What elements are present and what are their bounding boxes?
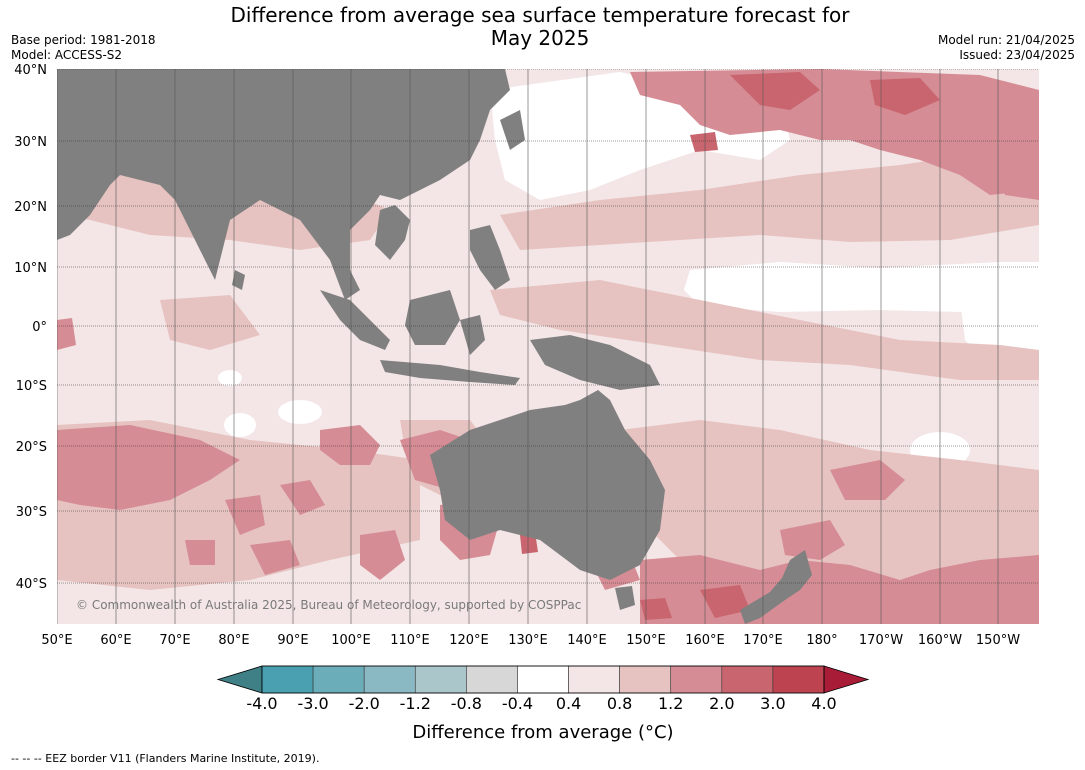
colorbar-tick-label: 2.0 — [709, 694, 734, 713]
colorbar-swatch — [721, 665, 774, 694]
colorbar: -4.0 -3.0 -2.0 -1.2 -0.8 -0.4 0.4 0.8 1.2 2.0 3.0 4… — [216, 665, 870, 743]
colorbar-swatches — [216, 665, 870, 694]
lat-label-30s: 30°S — [16, 505, 47, 520]
meta-left: Base period: 1981-2018 Model: ACCESS-S2 — [11, 33, 156, 63]
map-title: Difference from average sea surface temp… — [220, 4, 860, 50]
base-period: Base period: 1981-2018 — [11, 33, 156, 47]
title-line-1: Difference from average sea surface temp… — [230, 3, 850, 27]
tasmania — [615, 586, 635, 610]
lon-label-150w: 150°W — [976, 633, 1020, 648]
colorbar-extend-low — [216, 665, 263, 694]
indochina — [375, 205, 410, 260]
lat-label-20s: 20°S — [16, 440, 47, 455]
anomaly-fill — [57, 69, 1039, 624]
colorbar-title: Difference from average (°C) — [412, 722, 673, 743]
colorbar-tick-label: -2.0 — [349, 694, 380, 713]
lon-label-180: 180° — [806, 633, 837, 648]
lat-label-40s: 40°S — [16, 577, 47, 592]
lat-label-30n: 30°N — [14, 135, 47, 150]
lon-label-170w: 170°W — [859, 633, 903, 648]
colorbar-swatch — [312, 665, 365, 694]
copyright-text: © Commonwealth of Australia 2025, Bureau… — [76, 598, 581, 612]
borneo — [405, 290, 460, 345]
lon-label-80e: 80°E — [218, 633, 249, 648]
eez-footnote: -- -- -- EEZ border V11 (Flanders Marine… — [11, 752, 320, 765]
issued-date: Issued: 23/04/2025 — [959, 48, 1075, 62]
lon-label-140e: 140°E — [567, 633, 607, 648]
lon-label-160e: 160°E — [685, 633, 725, 648]
new-zealand — [740, 550, 812, 624]
colorbar-tick-label: 0.8 — [607, 694, 632, 713]
longitude-labels: 50°E 60°E 70°E 80°E 90°E 100°E 110°E 120… — [41, 633, 1020, 648]
lat-label-10n: 10°N — [14, 261, 47, 276]
colorbar-swatch — [414, 665, 467, 694]
colorbar-ticks: -4.0 -3.0 -2.0 -1.2 -0.8 -0.4 0.4 0.8 1.2 2.0 3.0 4… — [246, 694, 836, 713]
colorbar-tick-label: -1.2 — [400, 694, 431, 713]
asia-landmass — [57, 69, 510, 300]
lon-label-70e: 70°E — [159, 633, 190, 648]
colorbar-tick-label: 4.0 — [811, 694, 836, 713]
colorbar-tick-label: -3.0 — [297, 694, 328, 713]
lat-label-10s: 10°S — [16, 379, 47, 394]
sulawesi — [460, 315, 485, 355]
new-guinea — [530, 335, 660, 390]
colorbar-swatch — [568, 665, 620, 694]
lon-label-50e: 50°E — [41, 633, 72, 648]
taiwan — [500, 110, 525, 150]
lat-label-0: 0° — [32, 320, 47, 335]
colorbar-tick-label: 0.4 — [556, 694, 581, 713]
land-masses — [57, 69, 812, 624]
java-nusa-tenggara — [380, 360, 520, 385]
map-area: © Commonwealth of Australia 2025, Bureau… — [57, 69, 1039, 624]
latitude-labels: 40°N 30°N 20°N 10°N 0° 10°S 20°S 30°S 40… — [14, 63, 47, 592]
colorbar-swatch — [466, 665, 518, 694]
colorbar-tick-label: -4.0 — [246, 694, 277, 713]
colorbar-tick-label: -0.4 — [502, 694, 533, 713]
lon-label-110e: 110°E — [390, 633, 430, 648]
australia — [430, 390, 665, 580]
lon-label-130e: 130°E — [508, 633, 548, 648]
colorbar-extend-high — [823, 665, 870, 694]
colorbar-tick-label: 3.0 — [760, 694, 785, 713]
lon-label-60e: 60°E — [100, 633, 131, 648]
model-name: Model: ACCESS-S2 — [11, 48, 123, 62]
lat-label-40n: 40°N — [14, 63, 47, 78]
title-line-2: May 2025 — [490, 26, 590, 50]
colorbar-swatch — [670, 665, 723, 694]
graticule — [57, 69, 1039, 584]
sri-lanka — [232, 270, 245, 290]
sumatra — [320, 290, 390, 350]
colorbar-swatch — [619, 665, 672, 694]
meta-right: Model run: 21/04/2025 Issued: 23/04/2025 — [938, 33, 1075, 63]
colorbar-tick-label: -0.8 — [451, 694, 482, 713]
lon-label-100e: 100°E — [331, 633, 371, 648]
colorbar-outline — [261, 665, 825, 694]
lon-label-160w: 160°W — [918, 633, 962, 648]
lon-label-120e: 120°E — [449, 633, 489, 648]
lon-label-150e: 150°E — [626, 633, 666, 648]
lon-label-90e: 90°E — [277, 633, 308, 648]
lat-label-20n: 20°N — [14, 200, 47, 215]
colorbar-swatch — [517, 665, 569, 694]
model-run: Model run: 21/04/2025 — [937, 33, 1075, 47]
colorbar-swatch — [261, 665, 314, 694]
colorbar-swatch — [772, 665, 825, 694]
meridians — [57, 69, 999, 624]
lon-label-170e: 170°E — [743, 633, 783, 648]
philippines — [470, 225, 510, 290]
colorbar-swatch — [363, 665, 416, 694]
colorbar-tick-label: 1.2 — [658, 694, 683, 713]
